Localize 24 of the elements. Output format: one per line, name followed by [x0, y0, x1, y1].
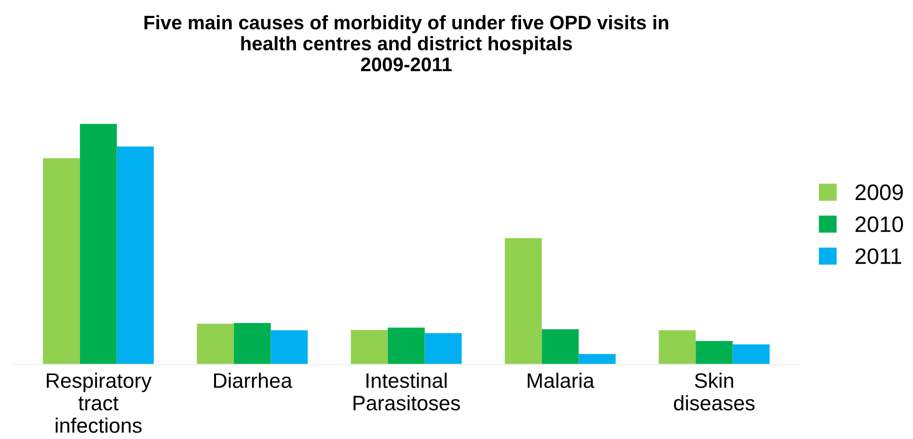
- bar: [542, 329, 579, 364]
- x-tick-label: Skin diseases: [674, 372, 755, 410]
- chart-title: Five main causes of morbidity of under five OPD visits in health centres and district hospitals 2009-2011: [144, 15, 668, 72]
- x-tick-label: Intestinal Parasitoses: [354, 372, 460, 410]
- x-tick-label: Malaria: [528, 372, 594, 388]
- bar: [388, 328, 425, 364]
- bar: [504, 238, 542, 364]
- bar: [578, 354, 616, 364]
- bar: [658, 330, 696, 364]
- legend-label: 2010: [856, 216, 903, 232]
- x-tick-label: Diarrhea: [214, 372, 292, 388]
- legend-label: 2009: [856, 184, 903, 200]
- x-tick-label: Respiratory tract infections: [46, 372, 152, 433]
- bar: [196, 324, 234, 364]
- bar: [234, 323, 271, 364]
- bar: [732, 344, 770, 364]
- bar: [350, 330, 388, 364]
- legend-label: 2011: [856, 248, 902, 264]
- bar: [42, 158, 80, 364]
- bar: [80, 124, 117, 364]
- bar: [116, 146, 154, 364]
- bar: [696, 341, 733, 364]
- bar: [270, 330, 308, 364]
- bar: [424, 333, 462, 364]
